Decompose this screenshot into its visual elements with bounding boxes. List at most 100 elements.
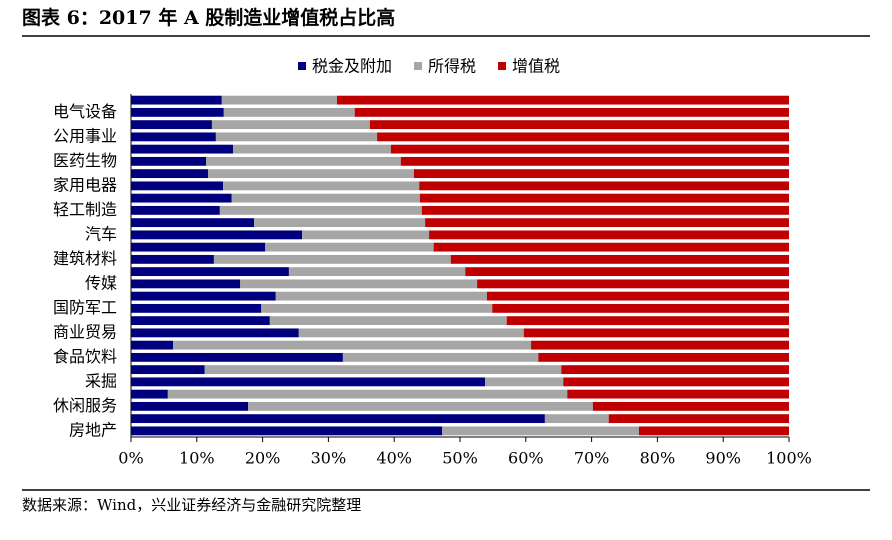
x-tick-label: 40%	[376, 449, 412, 468]
bar-segment	[506, 316, 789, 326]
bar-segment	[442, 426, 639, 436]
bar-segment	[608, 414, 789, 424]
bar-segment	[544, 414, 609, 424]
bar-segment	[425, 218, 789, 228]
bar-segment	[231, 193, 420, 203]
bar-segment	[561, 365, 789, 375]
y-tick-label: 家用电器	[53, 175, 117, 194]
bar-segment	[131, 303, 262, 313]
bar-segment	[400, 156, 789, 166]
bar-segment	[450, 254, 789, 264]
x-tick-label: 60%	[508, 449, 544, 468]
y-tick-label: 公用事业	[53, 126, 117, 145]
legend-swatch	[498, 62, 507, 70]
y-tick-label: 房地产	[69, 420, 117, 439]
bar-segment	[298, 328, 524, 338]
y-tick-label: 电气设备	[53, 102, 117, 121]
bar-segment	[638, 426, 789, 436]
bar-segment	[131, 352, 343, 362]
bar-segment	[207, 169, 414, 179]
bar-segment	[336, 95, 789, 105]
bar-segment	[567, 389, 789, 399]
bar-segment	[131, 279, 241, 289]
bar-segment	[131, 365, 205, 375]
x-tick-label: 50%	[442, 449, 478, 468]
source: 数据来源：Wind，兴业证券经济与金融研究院整理	[22, 496, 361, 514]
bar-segment	[204, 365, 562, 375]
bar-segment	[213, 254, 451, 264]
bar-segment	[377, 132, 789, 142]
bar-segment	[131, 144, 233, 154]
bar-segment	[131, 156, 207, 166]
bar-segment	[302, 230, 430, 240]
bar-segment	[477, 279, 789, 289]
bar-segment	[269, 316, 507, 326]
bar-segment	[131, 218, 255, 228]
bar-segment	[465, 267, 789, 277]
x-tick-label: 0%	[118, 449, 143, 468]
bar-segment	[248, 401, 593, 411]
bar-segment	[254, 218, 426, 228]
chart-title: 图表 6：2017 年 A 股制造业增值税占比高	[22, 6, 395, 29]
bar-segment	[131, 132, 216, 142]
bar-segment	[131, 316, 270, 326]
bar-segment	[538, 352, 789, 362]
legend-label: 所得税	[428, 57, 476, 76]
bar-segment	[232, 144, 391, 154]
bar-segment	[131, 389, 168, 399]
bar-segment	[131, 414, 545, 424]
legend-swatch	[414, 62, 423, 70]
y-tick-label: 传媒	[85, 273, 117, 292]
x-tick-label: 30%	[311, 449, 347, 468]
bar-segment	[261, 303, 493, 313]
y-tick-label: 建筑材料	[53, 249, 117, 268]
bar-segment	[131, 291, 276, 301]
x-tick-label: 80%	[640, 449, 676, 468]
bar-segment	[131, 377, 486, 387]
x-tick-label: 10%	[179, 449, 215, 468]
bar-segment	[429, 230, 789, 240]
bar-segment	[131, 242, 266, 252]
bar-segment	[131, 169, 208, 179]
bar-segment	[206, 156, 401, 166]
bar-segment	[265, 242, 434, 252]
bar-segment	[523, 328, 789, 338]
bar-segment	[215, 132, 378, 142]
bar-segment	[131, 120, 212, 130]
bar-segment	[131, 254, 214, 264]
bar-segment	[419, 193, 789, 203]
bar-segment	[131, 230, 303, 240]
bar-segment	[221, 95, 337, 105]
legend-label: 增值税	[512, 57, 560, 76]
bar-segment	[211, 120, 370, 130]
bar-segment	[131, 95, 222, 105]
bar-segment	[131, 267, 289, 277]
y-tick-label: 商业贸易	[53, 322, 117, 341]
bar-segment	[492, 303, 789, 313]
bar-segment	[563, 377, 789, 387]
bar-segment	[369, 120, 789, 130]
bar-segment	[486, 291, 789, 301]
y-tick-label: 医药生物	[53, 151, 117, 170]
bar-segment	[288, 267, 466, 277]
bar-segment	[275, 291, 487, 301]
bar-segment	[223, 107, 355, 117]
bar-segment	[173, 340, 532, 350]
legend-swatch	[298, 62, 306, 70]
bar-segment	[131, 328, 299, 338]
x-tick-label: 20%	[245, 449, 281, 468]
bar-segment	[223, 181, 420, 191]
bar-segment	[167, 389, 568, 399]
bar-segment	[219, 205, 422, 215]
bar-segment	[592, 401, 789, 411]
bar-segment	[131, 340, 174, 350]
bar-segment	[433, 242, 789, 252]
bar-segment	[485, 377, 564, 387]
bar-segment	[131, 181, 224, 191]
y-tick-label: 国防军工	[53, 298, 117, 317]
bar-segment	[131, 401, 249, 411]
bar-segment	[131, 426, 443, 436]
bar-segment	[131, 205, 220, 215]
legend-label: 税金及附加	[312, 57, 392, 76]
